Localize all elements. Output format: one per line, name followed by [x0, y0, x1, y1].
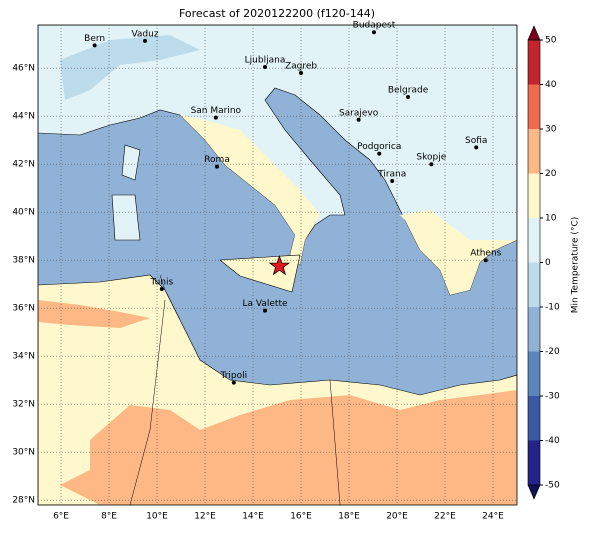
city-dot: [231, 380, 236, 385]
colorbar-tick-label: 50: [545, 36, 557, 46]
city-dot: [406, 95, 411, 99]
city-label: Podgorica: [357, 142, 401, 152]
city-label: Zagreb: [285, 62, 317, 72]
city-label: La Valette: [243, 299, 288, 309]
map-frame: [37, 24, 518, 506]
colorbar-segment: [528, 307, 540, 352]
y-tick-label: 32°N: [12, 400, 35, 410]
city-dot: [92, 43, 97, 48]
colorbar-over: [527, 25, 541, 41]
city-dot: [215, 164, 220, 169]
colorbar-tick-label: 10: [545, 214, 557, 224]
city-label: Tripoli: [220, 371, 248, 381]
x-tick-label: 22°E: [434, 512, 456, 522]
warm-band: [38, 300, 150, 328]
colorbar-tick-label: 40: [545, 80, 557, 90]
city-label: Ljubljana: [245, 56, 286, 66]
city-label: Sarajevo: [339, 108, 379, 118]
x-tick-label: 6°E: [53, 512, 69, 522]
city-dot: [371, 30, 376, 35]
y-tick-label: 40°N: [12, 208, 35, 218]
city-dot: [213, 115, 218, 120]
y-tick-label: 28°N: [12, 496, 35, 506]
x-tick-label: 8°E: [101, 512, 117, 522]
borders: [129, 274, 341, 505]
hot-zone: [60, 390, 517, 505]
city-label: Sofia: [465, 136, 487, 146]
city-label: Athens: [470, 249, 501, 259]
city-dot: [143, 38, 148, 43]
city-dot: [474, 145, 479, 150]
colorbar-segment: [528, 129, 540, 174]
city-dot: [356, 117, 361, 122]
x-tick-label: 12°E: [194, 512, 216, 522]
colorbar-under: [527, 484, 541, 500]
corsica: [121, 144, 141, 181]
city-label: Vaduz: [131, 29, 158, 39]
city-label: Belgrade: [388, 86, 429, 96]
city-label: San Marino: [191, 106, 242, 116]
map-layers: [38, 25, 517, 505]
colorbar-tick-label: -20: [545, 347, 560, 357]
colorbar-segment: [528, 40, 540, 85]
x-tick-label: 14°E: [242, 512, 264, 522]
y-tick-label: 46°N: [12, 64, 35, 74]
italy-warm: [180, 115, 320, 265]
y-tick-label: 38°N: [12, 256, 35, 266]
x-tick-label: 18°E: [338, 512, 360, 522]
colorbar-tick-label: 30: [545, 125, 557, 135]
sardinia: [111, 194, 141, 241]
colorbar-tick-label: -50: [545, 481, 560, 491]
city-dot: [263, 65, 268, 69]
colorbar-segment: [528, 262, 540, 307]
city-dot: [483, 258, 488, 263]
city-dot: [159, 287, 164, 291]
x-tick-label: 24°E: [482, 512, 504, 522]
y-tick-label: 34°N: [12, 352, 35, 362]
city-dot: [429, 162, 434, 167]
colorbar-tick-label: -10: [545, 303, 560, 313]
colorbar-label: Min Temperature (°C): [571, 217, 581, 314]
city-dot: [263, 308, 268, 313]
star-marker: [268, 254, 291, 276]
map-title: Forecast of 2020122200 (f120-144): [179, 7, 375, 20]
x-tick-label: 10°E: [146, 512, 168, 522]
colorbar-segment: [528, 440, 540, 485]
city-dot: [390, 179, 395, 183]
colorbar-segment: [528, 396, 540, 441]
colorbar-tick-label: 0: [545, 258, 551, 268]
city-label: Tirana: [377, 170, 406, 180]
y-tick-label: 44°N: [12, 112, 35, 122]
colorbar-segment: [528, 84, 540, 129]
colorbar-tick-label: 20: [545, 169, 557, 179]
colorbar-segment: [528, 218, 540, 263]
city-label: Roma: [204, 155, 230, 165]
y-tick-label: 36°N: [12, 304, 35, 314]
greece-warm: [400, 210, 517, 295]
city-label: Bern: [84, 34, 105, 44]
colorbar-tick-label: -40: [545, 436, 560, 446]
alps-cold: [60, 35, 200, 100]
city-dot: [377, 151, 382, 156]
city-label: Skopje: [416, 153, 446, 163]
y-tick-label: 42°N: [12, 160, 35, 170]
colorbar-segment: [528, 173, 540, 218]
city-dot: [299, 71, 304, 75]
y-tick-label: 30°N: [12, 448, 35, 458]
city-label: Tunis: [149, 278, 173, 288]
city-label: Budapest: [353, 21, 396, 31]
colorbar-tick-label: -30: [545, 392, 560, 402]
colorbar-segment: [528, 351, 540, 396]
x-tick-label: 20°E: [386, 512, 408, 522]
x-tick-label: 16°E: [290, 512, 312, 522]
europe-land: [38, 25, 517, 296]
